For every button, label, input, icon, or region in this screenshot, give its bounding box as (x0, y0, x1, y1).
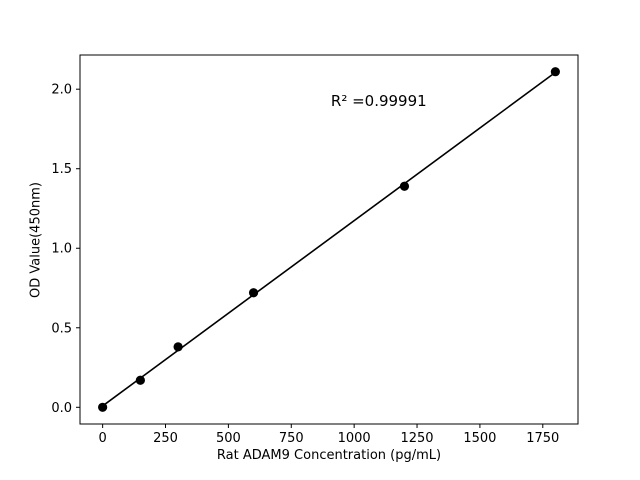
x-tick-label: 750 (279, 431, 304, 446)
y-tick-label: 2.0 (51, 83, 72, 98)
x-tick-label: 1500 (463, 431, 496, 446)
axes-box (79, 54, 579, 425)
x-tick-label: 500 (216, 431, 241, 446)
r-squared-annotation: R² =0.99991 (330, 92, 427, 111)
x-tick-label: 1250 (400, 431, 433, 446)
data-point (98, 402, 108, 412)
x-axis-label: Rat ADAM9 Concentration (pg/mL) (216, 448, 442, 463)
x-tick-label: 1750 (526, 431, 559, 446)
data-point (248, 288, 259, 298)
data-point (135, 375, 145, 385)
x-tick-label: 1000 (338, 431, 371, 446)
data-point (550, 67, 560, 77)
y-axis-label: OD Value(450nm) (28, 182, 44, 298)
x-tick-label: 250 (153, 431, 178, 446)
y-tick-label: 0.0 (51, 401, 72, 416)
y-tick-label: 1.5 (51, 162, 72, 177)
y-tick-label: 1.0 (51, 242, 72, 257)
data-point (399, 181, 410, 191)
y-tick-label: 0.5 (51, 321, 72, 336)
x-tick-label: 0 (98, 431, 106, 446)
data-point (173, 342, 183, 352)
